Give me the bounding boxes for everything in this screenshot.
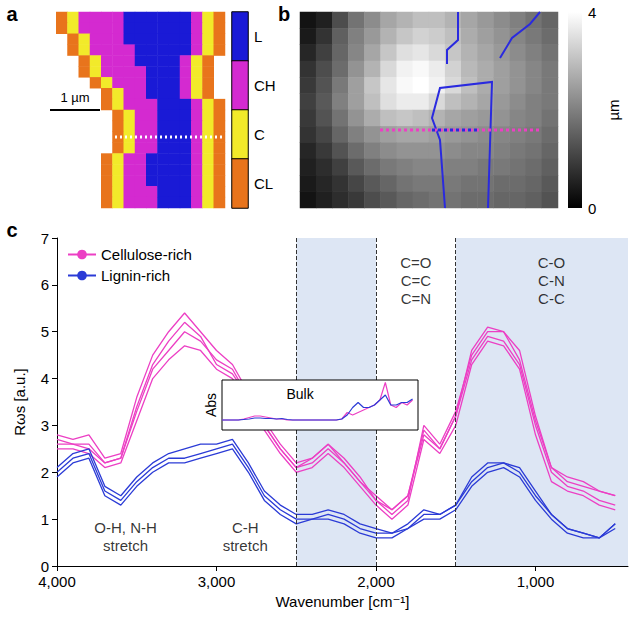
svg-text:stretch: stretch [103,537,148,554]
svg-text:5: 5 [41,323,49,340]
svg-text:2,000: 2,000 [357,573,395,590]
svg-text:1 µm: 1 µm [60,90,89,105]
svg-text:µm: µm [605,99,622,120]
svg-text:C-O: C-O [538,254,566,271]
svg-text:C-N: C-N [538,272,565,289]
svg-text:7: 7 [41,230,49,247]
svg-text:0: 0 [41,558,49,575]
svg-text:C=N: C=N [401,290,431,307]
svg-text:3,000: 3,000 [198,573,236,590]
svg-text:stretch: stretch [223,537,268,554]
svg-text:b: b [278,3,290,25]
svg-text:Cellulose-rich: Cellulose-rich [101,246,192,263]
svg-text:2: 2 [41,464,49,481]
svg-text:C=C: C=C [401,272,432,289]
svg-text:4: 4 [41,370,49,387]
svg-text:Abs: Abs [203,393,219,417]
svg-text:a: a [6,3,18,25]
svg-text:1,000: 1,000 [517,573,555,590]
svg-text:CL: CL [254,175,273,192]
svg-text:L: L [254,28,262,45]
svg-text:Lignin-rich: Lignin-rich [101,267,170,284]
svg-text:6: 6 [41,276,49,293]
svg-text:3: 3 [41,417,49,434]
svg-text:C-C: C-C [538,290,565,307]
svg-text:C: C [254,126,265,143]
svg-text:C=O: C=O [400,254,431,271]
svg-text:C-H: C-H [232,519,259,536]
svg-text:c: c [6,219,17,241]
svg-text:CH: CH [254,77,276,94]
svg-text:1: 1 [41,511,49,528]
svg-text:4: 4 [588,4,596,21]
svg-text:Bulk: Bulk [286,386,314,402]
svg-text:Wavenumber [cm⁻¹]: Wavenumber [cm⁻¹] [275,593,409,610]
svg-text:0: 0 [588,200,596,217]
svg-text:4,000: 4,000 [38,573,76,590]
svg-text:O-H, N-H: O-H, N-H [94,519,157,536]
svg-text:Rωs [a.u.]: Rωs [a.u.] [11,368,28,436]
